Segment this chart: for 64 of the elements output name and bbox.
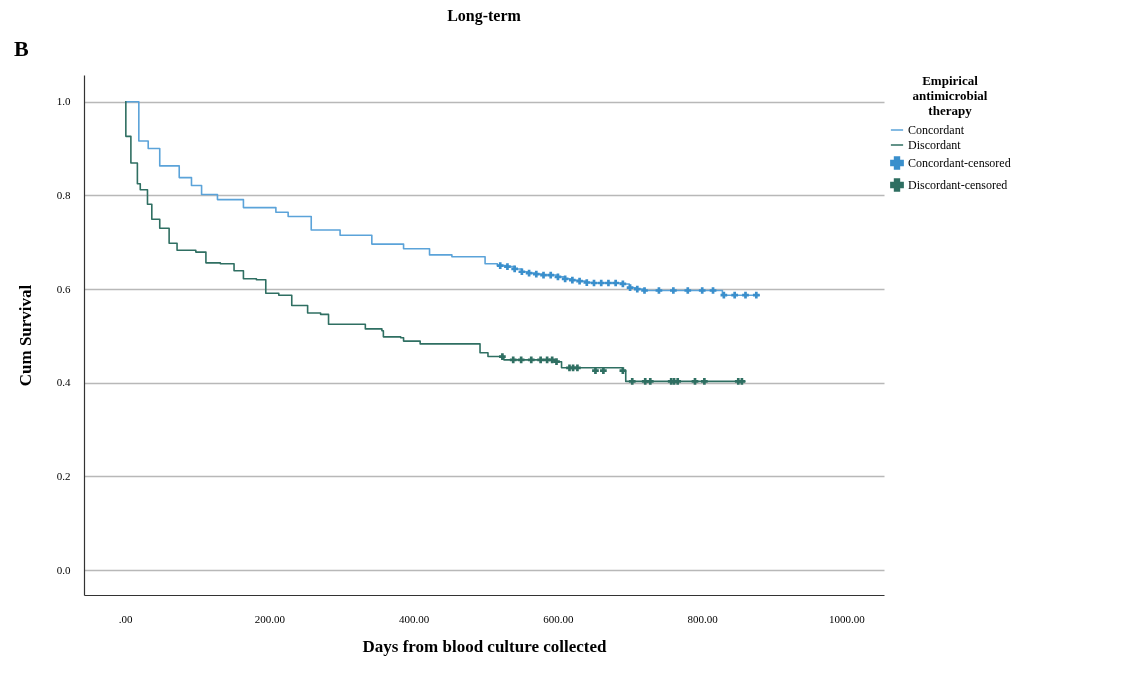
point (600, 367, 607, 374)
legend-label: Discordant (908, 138, 962, 152)
x-tick-label: 600.00 (543, 612, 575, 625)
y-tick-label: 0.6 (56, 282, 71, 295)
y-axis-title: Cum Survival (15, 284, 35, 387)
point (701, 378, 708, 385)
x-tick-label: 400.00 (399, 612, 430, 625)
point (532, 270, 540, 278)
point (655, 287, 663, 294)
point (525, 269, 533, 277)
point (752, 291, 760, 299)
y-tick-label: 1.0 (56, 95, 71, 108)
x-axis-title: Days from blood culture collected (362, 636, 608, 656)
legend-label: Discordant-censored (908, 178, 1008, 192)
text: B (14, 36, 29, 61)
y-tick-label: 0.2 (56, 469, 71, 482)
x-tick-label: 1000.00 (829, 612, 866, 625)
point (518, 268, 526, 276)
y-tick-label: 0.8 (56, 188, 71, 201)
point (583, 279, 591, 286)
point (742, 291, 749, 299)
point (731, 291, 739, 299)
point (738, 378, 746, 385)
point (674, 378, 682, 385)
point (574, 364, 581, 372)
point (569, 276, 576, 284)
point (527, 356, 535, 364)
point (547, 271, 555, 279)
point (691, 378, 699, 385)
point (720, 291, 728, 299)
point (646, 378, 654, 385)
point (633, 285, 641, 293)
point (537, 356, 544, 364)
x-tick-label: 800.00 (687, 612, 719, 625)
x-tick-label: 200.00 (254, 612, 286, 625)
point (670, 287, 677, 294)
point (628, 378, 636, 385)
point (709, 287, 717, 294)
legend-label: Concordant-censored (908, 156, 1011, 170)
point (641, 287, 648, 294)
point (553, 358, 560, 366)
point (592, 367, 599, 374)
legend-title: Empirical antimicrobial therapy (912, 73, 988, 118)
point (509, 356, 517, 364)
point (499, 353, 506, 360)
point (511, 265, 519, 273)
point (612, 279, 619, 287)
legend-label: Concordant (908, 123, 965, 137)
point (597, 279, 605, 287)
point (504, 263, 511, 270)
point (619, 367, 627, 374)
point (698, 287, 706, 294)
y-tick-label: 0.0 (56, 563, 71, 576)
chart-title: Long-term (447, 7, 522, 25)
point (561, 275, 569, 283)
point (576, 277, 583, 285)
point (626, 284, 634, 292)
x-tick-label: .00 (118, 612, 133, 625)
point (684, 287, 692, 294)
point (540, 271, 547, 279)
point (605, 279, 612, 287)
point (517, 356, 525, 364)
y-tick-label: 0.4 (56, 376, 71, 389)
point (496, 262, 504, 270)
